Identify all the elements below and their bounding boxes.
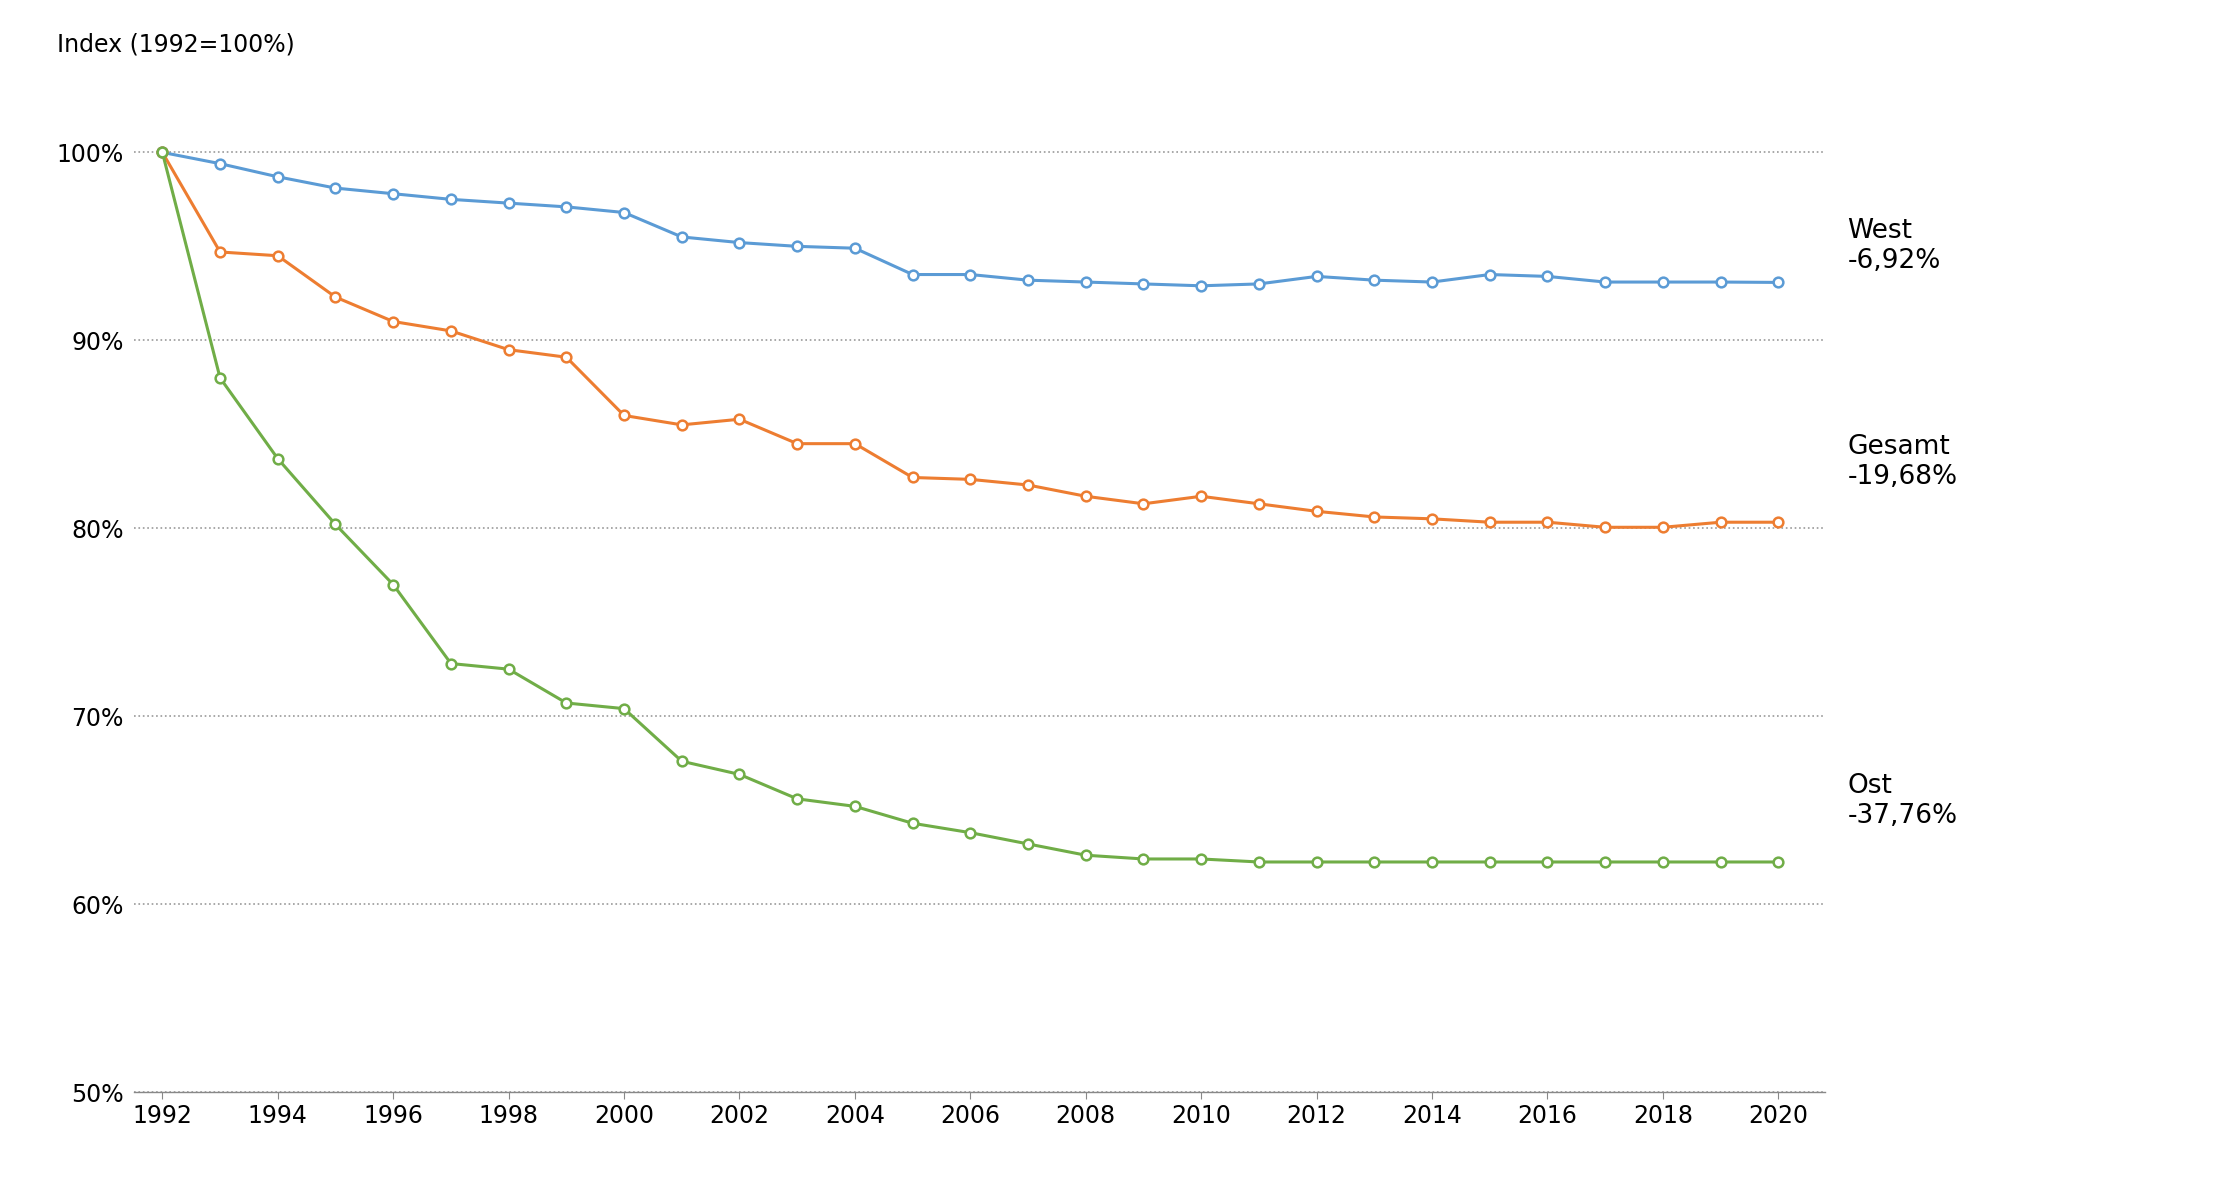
Text: Ost
-37,76%: Ost -37,76% bbox=[1847, 773, 1958, 829]
Text: Gesamt
-19,68%: Gesamt -19,68% bbox=[1847, 434, 1958, 491]
Text: West
-6,92%: West -6,92% bbox=[1847, 218, 1940, 275]
Text: Index (1992=100%): Index (1992=100%) bbox=[58, 32, 296, 56]
